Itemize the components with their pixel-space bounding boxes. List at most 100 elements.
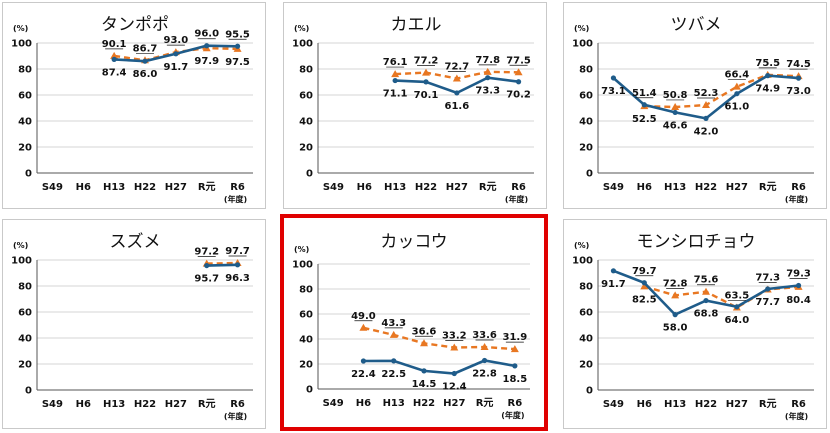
x-tick-label: R6 — [508, 398, 523, 409]
solid-series-point — [703, 115, 709, 121]
x-tick-label: H22 — [134, 399, 156, 410]
chart-panel-tsubame: ツバメ (%) 0 20 40 60 80 100 S49 H6 H13 H22 H27 R元 R6 (年度)… — [563, 2, 827, 209]
y-unit-label: (%) — [574, 241, 589, 250]
x-tick-label: H22 — [415, 182, 437, 193]
x-tick-label: S49 — [42, 399, 63, 410]
y-tick-label: 0 — [306, 169, 313, 180]
dashed-series-point — [732, 82, 741, 90]
dashed-series-point — [702, 287, 710, 295]
solid-series-point — [641, 102, 647, 108]
solid-series-point — [610, 268, 617, 274]
dashed-series-point — [702, 101, 710, 109]
solid-series-point — [795, 75, 802, 81]
x-unit-label: (年度) — [785, 411, 808, 421]
x-tick-label: H27 — [726, 182, 748, 193]
dashed-data-label: 96.0 — [194, 29, 219, 40]
solid-series-line — [206, 263, 238, 267]
y-tick-label: 80 — [579, 65, 593, 76]
dashed-series-point — [452, 74, 461, 82]
dashed-series-point — [640, 282, 649, 290]
solid-series-point — [672, 109, 678, 116]
x-tick-label: H27 — [446, 182, 468, 193]
x-tick-label: R6 — [791, 399, 806, 410]
x-tick-label: H13 — [664, 399, 686, 410]
solid-series-point — [392, 77, 398, 84]
dashed-series-point — [359, 323, 368, 331]
y-tick-label: 0 — [306, 385, 313, 396]
x-tick-label: R元 — [759, 398, 777, 410]
solid-series-point — [765, 286, 771, 292]
x-tick-label: H22 — [134, 182, 156, 193]
dashed-data-label: 36.6 — [412, 326, 437, 337]
dashed-data-label: 66.4 — [725, 70, 750, 81]
dashed-series-point — [422, 68, 430, 76]
solid-data-label: 18.5 — [503, 374, 528, 385]
y-tick-label: 40 — [579, 334, 593, 345]
dashed-data-label: 77.8 — [475, 55, 500, 66]
solid-series-point — [512, 363, 518, 369]
y-unit-label: (%) — [294, 245, 309, 254]
solid-series-point — [111, 56, 117, 62]
y-tick-label: 100 — [292, 260, 313, 271]
solid-data-label: 64.0 — [725, 315, 750, 326]
y-tick-label: 60 — [18, 308, 32, 319]
solid-series-point — [173, 51, 179, 57]
solid-data-label: 14.5 — [412, 379, 437, 390]
chart-title: カエル — [391, 15, 442, 35]
solid-series-point — [234, 262, 241, 268]
x-tick-label: H6 — [76, 182, 91, 193]
y-tick-label: 100 — [11, 256, 32, 267]
solid-data-label: 96.3 — [225, 273, 250, 284]
dashed-series-point — [450, 343, 459, 351]
x-tick-label: H13 — [103, 182, 125, 193]
dashed-series-point — [110, 51, 119, 59]
solid-data-label: 46.6 — [663, 120, 688, 131]
dashed-data-label: 43.3 — [381, 318, 406, 329]
y-unit-label: (%) — [13, 24, 28, 33]
dashed-data-label: 75.5 — [755, 58, 780, 69]
x-tick-label: R6 — [511, 182, 526, 193]
dashed-data-label: 75.6 — [694, 275, 719, 286]
y-tick-label: 40 — [18, 117, 32, 128]
y-unit-label: (%) — [294, 24, 309, 33]
solid-series-point — [142, 58, 148, 64]
solid-data-label: 97.5 — [225, 57, 250, 68]
y-tick-label: 100 — [11, 39, 32, 50]
dashed-data-label: 49.0 — [351, 311, 376, 322]
chart-title: タンポポ — [101, 15, 169, 35]
solid-series-point — [204, 43, 210, 49]
x-tick-label: H6 — [357, 182, 372, 193]
chart-title: モンシロチョウ — [637, 232, 756, 252]
solid-series-point — [454, 90, 460, 96]
dashed-series-point — [514, 68, 523, 76]
x-tick-label: R元 — [198, 398, 216, 410]
dashed-data-label: 97.7 — [225, 246, 250, 257]
solid-data-label: 86.0 — [133, 69, 158, 80]
x-tick-label: H6 — [356, 398, 371, 409]
solid-series-point — [672, 312, 678, 318]
x-tick-label: S49 — [323, 398, 344, 409]
y-tick-label: 20 — [18, 360, 32, 371]
chart-panel-suzume: スズメ (%) 0 20 40 60 80 100 S49 H6 H13 H22 H27 R元 R6 (年度)… — [2, 219, 266, 429]
solid-series-point — [234, 43, 241, 49]
solid-data-label: 80.4 — [786, 295, 811, 306]
solid-data-label: 73.1 — [601, 86, 626, 97]
x-unit-label: (年度) — [501, 410, 524, 420]
dashed-data-label: 77.5 — [506, 55, 531, 66]
chart-title: ツバメ — [671, 15, 722, 35]
dashed-data-label: 33.6 — [472, 330, 497, 341]
dashed-data-label: 76.1 — [383, 57, 408, 68]
y-tick-label: 80 — [299, 65, 313, 76]
x-tick-label: H27 — [165, 399, 187, 410]
x-unit-label: (年度) — [505, 194, 528, 204]
chart-panel-tanpopo: タンポポ (%) 0 20 40 60 80 100 S49 H6 H13 H22 H27 R元 R6 (年度… — [2, 2, 266, 209]
solid-series-point — [485, 75, 491, 81]
chart-panel-monshirochou: モンシロチョウ (%) 0 20 40 60 80 100 S49 H6 H13 H22 H27 R元 R6… — [563, 219, 827, 429]
y-tick-label: 20 — [18, 143, 32, 154]
y-tick-label: 60 — [299, 310, 313, 321]
dashed-series-point — [391, 70, 400, 78]
y-tick-label: 40 — [18, 334, 32, 345]
chart-svg: カッコウ (%) 0 20 40 60 80 100 S49 H6 H13 H22 H27 R元 R6(年度… — [292, 232, 530, 420]
solid-data-label: 82.5 — [632, 294, 657, 305]
dashed-data-label: 63.5 — [725, 290, 750, 301]
